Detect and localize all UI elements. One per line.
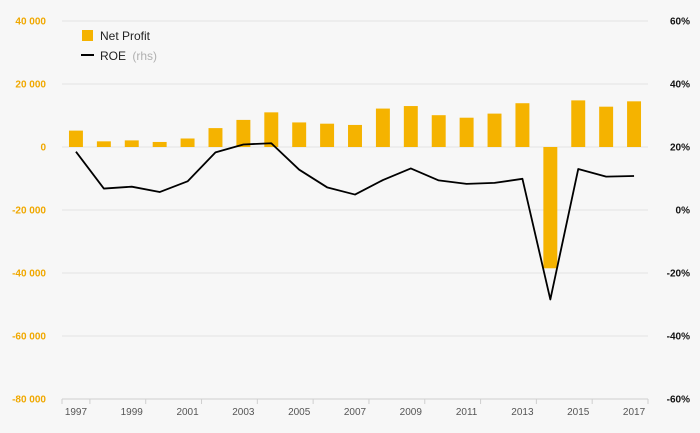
net-profit-bar-2014 — [543, 147, 558, 269]
x-tick-label: 1997 — [65, 407, 88, 418]
x-tick-label: 2003 — [232, 407, 255, 418]
net-profit-bar-2008 — [375, 108, 390, 147]
net-profit-bar-2003 — [236, 119, 251, 147]
net-profit-bar-2000 — [152, 141, 167, 147]
axes — [61, 398, 648, 404]
x-tick-label: 2007 — [344, 407, 367, 418]
left-axis-ticks: -80 000 -60 000 -40 000 -20 000 0 20 000 40 00… — [12, 17, 46, 406]
right-tick-label: -20% — [667, 269, 690, 280]
x-tick-label: 1999 — [121, 407, 144, 418]
net-profit-bar-2002 — [208, 128, 223, 147]
net-profit-bar-1998 — [96, 141, 111, 147]
net-profit-bar-2005 — [292, 122, 307, 147]
net-profit-bar-2017 — [627, 101, 642, 147]
x-tick-label: 2001 — [176, 407, 199, 418]
right-tick-label: -60% — [667, 395, 690, 406]
grid-lines — [62, 20, 648, 337]
net-profit-bar-1999 — [124, 140, 139, 147]
right-tick-label: 0% — [676, 206, 691, 217]
net-profit-bar-1997 — [68, 130, 83, 147]
net-profit-bar-2015 — [571, 100, 586, 147]
roe-line-group — [75, 142, 635, 301]
x-tick-label: 2009 — [400, 407, 423, 418]
left-tick-label: 40 000 — [15, 17, 46, 28]
x-tick-label: 2017 — [623, 407, 646, 418]
right-tick-label: 60% — [670, 17, 690, 28]
net-profit-bar-2011 — [459, 117, 474, 147]
roe-line — [75, 142, 635, 301]
net-profit-bar-2012 — [487, 113, 502, 147]
right-tick-label: 40% — [670, 80, 690, 91]
net-profit-bar-2013 — [515, 103, 530, 147]
legend-roe-label: ROE (rhs) — [100, 49, 157, 63]
net-profit-bar-2006 — [320, 123, 335, 147]
legend: Net Profit ROE (rhs) — [81, 29, 157, 63]
net-profit-bars — [68, 100, 642, 269]
x-tick-label: 2011 — [456, 407, 478, 418]
net-profit-bar-2007 — [348, 124, 362, 147]
x-tick-label: 2005 — [288, 407, 311, 418]
left-tick-label: -40 000 — [12, 269, 46, 280]
x-tick-label: 2015 — [567, 407, 590, 418]
left-tick-label: -20 000 — [12, 206, 46, 217]
right-axis-ticks: -60% -40% -20% 0% 20% 40% 60% — [667, 17, 690, 406]
net-profit-bar-2009 — [403, 106, 418, 147]
legend-net-profit-swatch — [82, 30, 93, 41]
x-tick-label: 2013 — [511, 407, 534, 418]
left-tick-label: 20 000 — [15, 80, 46, 91]
x-axis-ticks: 1997 1999 2001 2003 2005 2007 2009 2011 2013 2015… — [65, 399, 649, 418]
right-tick-label: 20% — [670, 143, 690, 154]
net-profit-bar-2010 — [431, 115, 446, 147]
net-profit-bar-2001 — [180, 138, 195, 147]
net-profit-bar-2004 — [264, 112, 279, 147]
left-tick-label: -80 000 — [12, 395, 46, 406]
left-tick-label: -60 000 — [12, 332, 46, 343]
net-profit-bar-2016 — [599, 106, 614, 147]
right-tick-label: -40% — [667, 332, 690, 343]
legend-net-profit-label: Net Profit — [100, 29, 151, 43]
left-tick-label: 0 — [40, 143, 46, 154]
